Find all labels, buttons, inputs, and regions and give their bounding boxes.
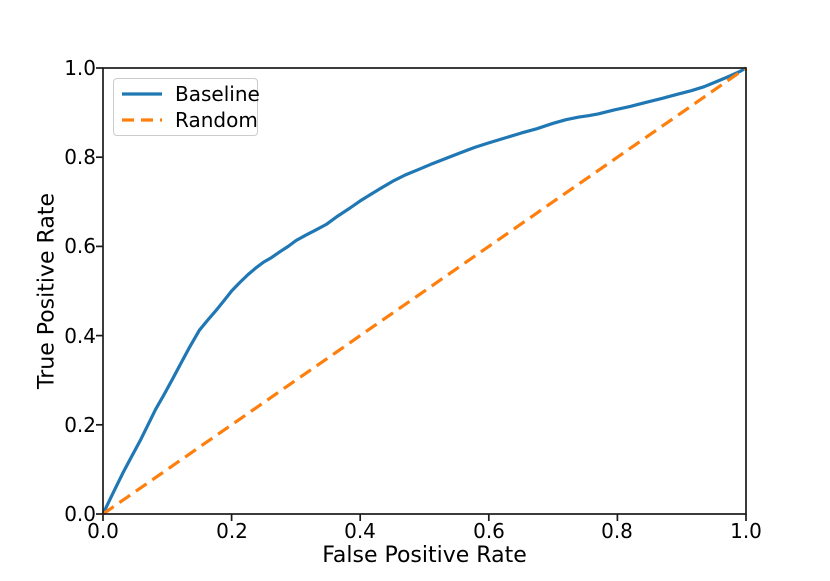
y-tick-label-2: 0.4 [64, 324, 96, 348]
x-tick-label-3: 0.6 [473, 519, 505, 543]
legend-label-random: Random [175, 108, 258, 132]
x-axis-label: False Positive Rate [322, 543, 527, 568]
x-tick-label-2: 0.4 [344, 519, 376, 543]
x-tick-label-5: 1.0 [730, 519, 762, 543]
random-curve [102, 66, 747, 516]
legend-entry-baseline: Baseline [121, 81, 260, 107]
random-line-icon [122, 118, 162, 122]
x-tick-label-4: 0.8 [601, 519, 633, 543]
y-tick-label-4: 0.8 [64, 145, 96, 169]
y-axis-label: True Positive Rate [34, 193, 60, 389]
baseline-curve [101, 66, 747, 515]
legend-label-baseline: Baseline [175, 82, 260, 106]
legend: Baseline Random [113, 78, 260, 136]
plot-frame [102, 67, 747, 515]
y-tick-label-1: 0.2 [64, 413, 96, 437]
x-tick-label-1: 0.2 [216, 519, 248, 543]
legend-entry-random: Random [121, 107, 258, 133]
y-tick-label-0: 0.0 [64, 502, 96, 526]
x-tick-label-0: 0.0 [87, 519, 119, 543]
y-tick-label-3: 0.6 [64, 234, 96, 258]
baseline-line-icon [122, 92, 162, 96]
y-tick-label-5: 1.0 [64, 56, 96, 80]
